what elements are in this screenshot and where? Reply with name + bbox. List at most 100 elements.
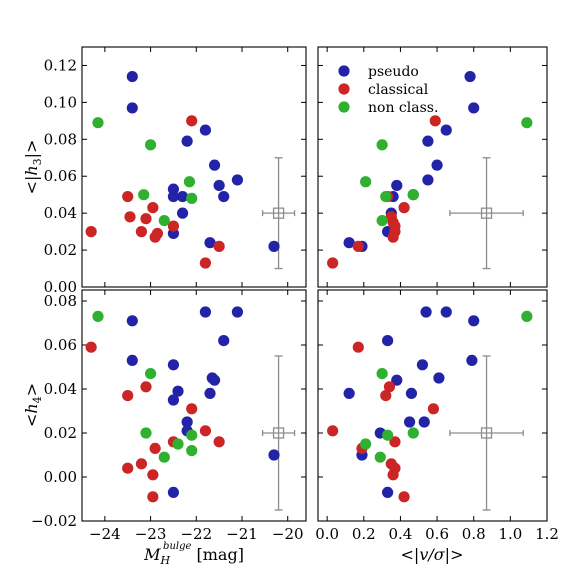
- panel-1: 0.00 0.02 0.04 0.06 0.08 0.10 0.12: [44, 46, 307, 296]
- data-point: [124, 211, 136, 223]
- data-point: [147, 202, 159, 214]
- y-tick-label: −0.02: [31, 512, 77, 530]
- data-point: [199, 306, 212, 318]
- data-point: [422, 174, 434, 186]
- data-point: [135, 458, 148, 470]
- y-tick-label: 0.06: [44, 336, 77, 354]
- data-point: [468, 102, 480, 114]
- series-non-class: [360, 310, 533, 463]
- data-point: [176, 207, 189, 219]
- axes-frame: [81, 289, 307, 522]
- series-classical: [327, 341, 440, 503]
- data-point: [122, 390, 134, 402]
- data-point: [126, 70, 138, 83]
- label-part: h: [22, 403, 41, 413]
- data-point: [199, 257, 212, 269]
- data-point: [213, 436, 225, 448]
- data-point: [126, 102, 138, 114]
- data-point: [374, 451, 386, 463]
- data-point: [186, 403, 198, 415]
- data-point: [140, 427, 152, 439]
- x-tick-label: −20: [272, 525, 304, 543]
- panel-4: 0.0 0.2 0.4 0.6 0.8 1.0 1.2: [315, 289, 559, 543]
- label-part: h: [22, 165, 41, 175]
- data-point: [199, 124, 212, 136]
- data-point: [427, 403, 440, 415]
- data-point: [135, 226, 148, 238]
- y-tick-label: 0.02: [44, 241, 77, 259]
- data-point: [440, 306, 452, 318]
- error-center-box: [480, 427, 493, 439]
- legend-marker: [338, 101, 350, 113]
- data-point: [186, 429, 198, 441]
- x-tick-label: −21: [226, 525, 258, 543]
- label-part: <|: [401, 545, 420, 564]
- data-point: [382, 429, 394, 441]
- y-tick-label: 0.00: [44, 468, 77, 486]
- x-tick-label: −22: [180, 525, 212, 543]
- data-point: [380, 390, 392, 402]
- series-pseudo: [126, 70, 280, 252]
- data-point: [213, 240, 225, 252]
- axes-frame: [81, 46, 307, 288]
- data-point: [382, 335, 394, 347]
- data-point: [122, 462, 134, 474]
- legend-label: classical: [368, 82, 429, 98]
- label-superscript: bulge: [163, 541, 191, 552]
- series-non-class: [92, 310, 198, 463]
- data-point: [218, 335, 230, 347]
- data-point: [383, 381, 396, 393]
- data-point: [360, 176, 372, 188]
- error-bar: [449, 157, 524, 270]
- series-pseudo: [343, 306, 480, 498]
- series-non-class: [92, 117, 198, 227]
- x-tick-label: 1.0: [498, 525, 522, 543]
- data-point: [147, 469, 159, 481]
- data-point: [404, 416, 416, 428]
- x-tick-label: 0.0: [315, 525, 339, 543]
- data-point: [181, 135, 193, 147]
- data-point: [416, 359, 429, 371]
- label-part: >: [22, 383, 41, 396]
- error-bar: [261, 157, 296, 270]
- data-point: [380, 190, 392, 203]
- data-point: [391, 374, 403, 386]
- data-point: [92, 117, 104, 129]
- x-tick-label: 1.2: [535, 525, 559, 543]
- label-part: v/σ: [419, 545, 445, 564]
- label-part: M: [143, 545, 161, 564]
- legend-marker: [338, 65, 350, 77]
- data-point: [208, 374, 221, 386]
- data-point: [158, 214, 170, 227]
- y-tick-label: 0.12: [44, 56, 77, 74]
- data-point: [172, 438, 184, 450]
- data-point: [186, 445, 198, 457]
- data-point: [144, 368, 157, 380]
- legend: pseudo classical non class.: [338, 64, 438, 116]
- data-point: [167, 394, 180, 406]
- data-point: [167, 359, 180, 371]
- axes-frame: [317, 46, 548, 288]
- y-tick-label: 0.04: [44, 380, 77, 398]
- x-axis-label-mag: MHbulge [mag]: [143, 541, 244, 567]
- error-center-box: [272, 207, 285, 219]
- data-point: [167, 190, 180, 203]
- data-point: [85, 341, 97, 353]
- data-point: [167, 486, 180, 498]
- data-point: [376, 368, 388, 380]
- series-non-class: [360, 117, 533, 227]
- axis-labels-layer: MHbulge [mag] <|v/σ|><|h3|><h4>: [22, 140, 463, 567]
- data-point: [521, 310, 533, 322]
- legend-marker: [338, 83, 350, 95]
- data-point: [208, 159, 221, 171]
- series-classical: [327, 115, 441, 269]
- data-point: [183, 176, 196, 188]
- data-point: [387, 231, 399, 243]
- data-point: [144, 139, 157, 151]
- x-tick-label: 0.2: [352, 525, 376, 543]
- data-point: [433, 372, 445, 384]
- y-tick-label: 0.10: [44, 93, 77, 111]
- data-point: [122, 190, 134, 203]
- data-point: [407, 427, 419, 439]
